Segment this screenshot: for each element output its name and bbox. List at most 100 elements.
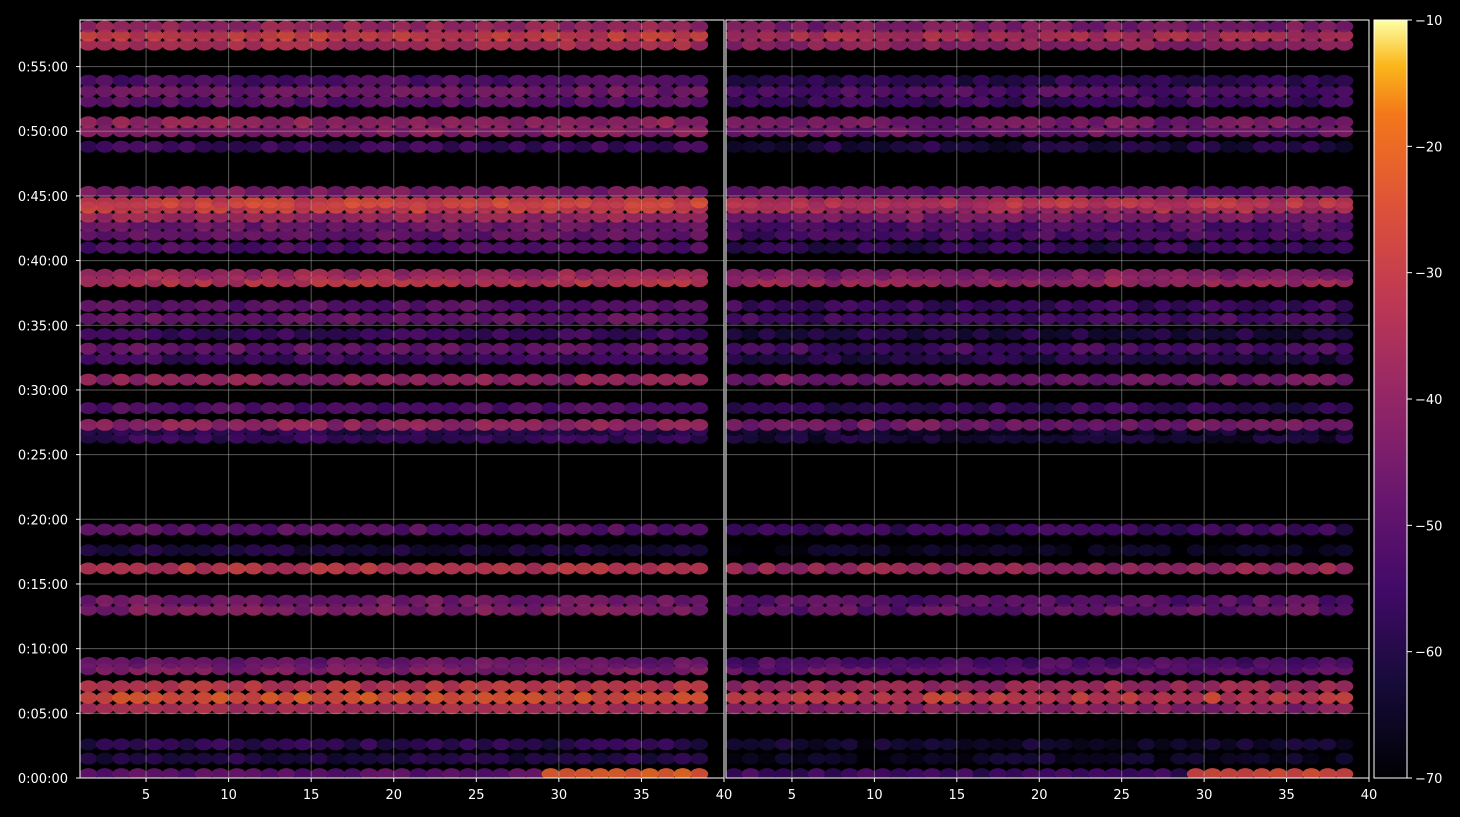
heatmap-cell xyxy=(442,328,461,341)
heatmap-cell xyxy=(459,95,478,108)
heatmap-cell xyxy=(939,594,958,607)
heatmap-cell xyxy=(1022,241,1040,254)
heatmap-cell xyxy=(326,29,345,42)
heatmap-cell xyxy=(1318,85,1337,98)
heatmap-cell xyxy=(1071,74,1090,87)
heatmap-cell xyxy=(293,196,312,209)
heatmap-cell xyxy=(525,768,544,778)
heatmap-cell xyxy=(673,312,692,325)
heatmap-cell xyxy=(1302,702,1321,715)
heatmap-cell xyxy=(824,402,843,415)
heatmap-cell xyxy=(326,210,345,223)
heatmap-cell xyxy=(1170,241,1189,254)
heatmap-cell xyxy=(310,268,329,281)
heatmap-cell xyxy=(758,116,777,129)
heatmap-cell xyxy=(690,702,709,715)
heatmap-cell xyxy=(1005,210,1024,223)
heatmap-cell xyxy=(1252,544,1271,557)
heatmap-cell xyxy=(624,268,643,281)
heatmap-cell xyxy=(591,74,610,87)
heatmap-cell xyxy=(939,312,958,325)
heatmap-cell xyxy=(690,562,709,575)
heatmap-cell xyxy=(758,523,777,536)
heatmap-cell xyxy=(326,116,345,129)
heatmap-cell xyxy=(923,603,942,616)
heatmap-cell xyxy=(1104,210,1123,223)
heatmap-cell xyxy=(1252,342,1271,355)
heatmap-cell xyxy=(244,418,263,431)
heatmap-cell xyxy=(1071,373,1090,386)
heatmap-cell xyxy=(673,268,692,281)
heatmap-cell xyxy=(409,328,428,341)
heatmap-cell xyxy=(939,186,958,198)
heatmap-cell xyxy=(1170,656,1189,669)
heatmap-cell xyxy=(840,702,859,715)
heatmap-cell xyxy=(409,691,428,704)
heatmap-cell xyxy=(244,116,263,129)
heatmap-cell xyxy=(508,312,527,325)
heatmap-cell xyxy=(145,328,164,341)
heatmap-cell xyxy=(227,418,246,431)
heatmap-cell xyxy=(923,352,942,365)
heatmap-cell xyxy=(1203,186,1222,198)
heatmap-cell xyxy=(525,85,544,98)
heatmap-cell xyxy=(1055,241,1073,254)
heatmap-cell xyxy=(310,680,329,693)
heatmap-cell xyxy=(194,656,213,669)
heatmap-cell xyxy=(145,738,164,751)
heatmap-cell xyxy=(508,20,527,33)
heatmap-cell xyxy=(1302,196,1321,209)
heatmap-cell xyxy=(310,20,329,33)
heatmap-cell xyxy=(1038,352,1057,365)
heatmap-cell xyxy=(145,38,164,51)
heatmap-cell xyxy=(95,140,114,153)
heatmap-cell xyxy=(873,219,892,232)
heatmap-cell xyxy=(475,752,494,765)
heatmap-cell xyxy=(128,228,147,241)
heatmap-cell xyxy=(211,752,230,765)
heatmap-cell xyxy=(624,562,643,575)
heatmap-cell xyxy=(758,768,777,778)
heatmap-cell xyxy=(1203,196,1222,209)
heatmap-cell xyxy=(624,196,643,209)
heatmap-cell xyxy=(1153,594,1172,607)
heatmap-cell xyxy=(161,373,180,386)
heatmap-cell xyxy=(1104,116,1123,129)
heatmap-cell xyxy=(690,268,709,281)
heatmap-cell xyxy=(1170,140,1189,153)
heatmap-cell xyxy=(1153,702,1172,715)
heatmap-cell xyxy=(1071,523,1090,536)
heatmap-cell xyxy=(1203,20,1222,33)
heatmap-cell xyxy=(791,544,810,557)
heatmap-cell xyxy=(178,312,197,325)
heatmap-cell xyxy=(857,219,876,232)
heatmap-cell xyxy=(624,241,643,254)
heatmap-cell xyxy=(741,544,760,557)
y-tick-label: 0:55:00 xyxy=(18,61,68,76)
heatmap-cell xyxy=(393,116,411,129)
heatmap-cell xyxy=(574,219,593,232)
heatmap-cell xyxy=(360,219,378,232)
heatmap-cell xyxy=(558,752,577,765)
heatmap-cell xyxy=(1088,418,1106,431)
heatmap-cell xyxy=(227,299,246,312)
heatmap-cell xyxy=(1120,752,1139,765)
heatmap-cell xyxy=(541,116,560,129)
heatmap-cell xyxy=(95,328,114,341)
heatmap-cell xyxy=(1055,299,1073,312)
heatmap-cell xyxy=(1153,603,1172,616)
heatmap-cell xyxy=(939,352,958,365)
heatmap-cell xyxy=(525,140,544,153)
heatmap-cell xyxy=(939,768,958,778)
heatmap-cell xyxy=(607,342,626,355)
heatmap-cell xyxy=(1318,228,1337,241)
heatmap-cell xyxy=(376,38,395,51)
heatmap-cell xyxy=(1219,328,1238,341)
heatmap-cell xyxy=(459,738,478,751)
heatmap-cell xyxy=(673,38,692,51)
heatmap-cell xyxy=(857,29,876,42)
heatmap-cell xyxy=(657,186,676,198)
heatmap-cell xyxy=(1170,328,1189,341)
heatmap-cell xyxy=(112,20,131,33)
heatmap-cell xyxy=(1137,241,1156,254)
